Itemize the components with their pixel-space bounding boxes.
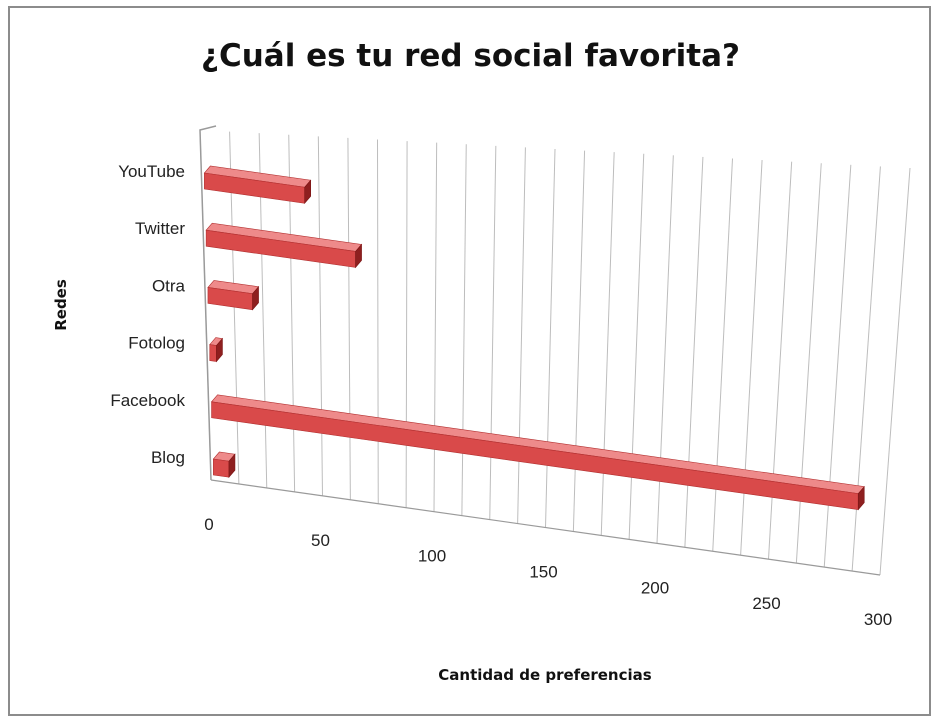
grid-line	[317, 136, 323, 496]
category-label: Fotolog	[128, 334, 185, 353]
grid-line	[517, 147, 526, 524]
grid-line	[377, 139, 379, 504]
grid-line	[851, 166, 881, 572]
chart-frame	[8, 6, 931, 716]
bar-youtube	[203, 165, 312, 205]
chart-title: ¿Cuál es tu red social favorita?	[200, 38, 741, 74]
grid-line	[461, 144, 467, 516]
grid-line	[347, 137, 351, 500]
grid-line	[545, 148, 556, 528]
x-tick-label: 200	[641, 578, 669, 597]
x-tick-label: 100	[418, 547, 446, 566]
x-tick-labels: 0 50 100 150 200 250 300	[204, 515, 892, 629]
floor-front-edge	[210, 479, 881, 576]
bar-otra	[207, 280, 260, 311]
bar-end-face	[355, 243, 362, 269]
bar-front-face	[213, 458, 230, 478]
axes	[199, 125, 881, 576]
x-tick-label: 300	[864, 610, 892, 629]
x-axis-title: Cantidad de preferencias	[438, 666, 651, 684]
grid-line	[712, 158, 733, 552]
x-tick-label: 50	[311, 531, 330, 550]
x-tick-label: 150	[529, 563, 557, 582]
bar-end-face	[304, 179, 312, 205]
bars	[203, 165, 865, 511]
grid-line	[489, 145, 497, 520]
bar-end-face	[252, 285, 259, 311]
category-label: Blog	[151, 448, 185, 467]
bar-end-face	[228, 453, 236, 479]
grid-line	[879, 167, 911, 576]
bar-twitter	[205, 222, 363, 269]
bar-end-face	[857, 485, 865, 511]
grid-line	[600, 152, 615, 536]
grid-line	[684, 156, 704, 548]
bar-top-face	[210, 394, 865, 494]
category-label: Otra	[152, 276, 186, 295]
bar-blog	[212, 451, 236, 479]
category-label: Facebook	[110, 391, 185, 410]
grid-line	[740, 160, 763, 556]
grid-line	[656, 155, 674, 544]
wall-edge	[199, 125, 217, 481]
x-tick-label: 250	[752, 594, 780, 613]
grid-line	[433, 142, 438, 512]
bar-fotolog	[209, 337, 224, 363]
category-label: Twitter	[135, 219, 185, 238]
bar-facebook	[210, 394, 865, 511]
y-axis-title: Redes	[52, 279, 70, 331]
grid-line	[572, 150, 586, 532]
category-labels: YouTube Twitter Otra Fotolog Facebook Blog	[110, 162, 185, 467]
x-tick-label: 0	[204, 515, 213, 534]
grid-line	[628, 153, 645, 540]
bar-end-face	[216, 337, 223, 363]
category-label: YouTube	[118, 162, 185, 181]
grid-line	[405, 141, 408, 508]
bar-front-face	[209, 344, 217, 362]
